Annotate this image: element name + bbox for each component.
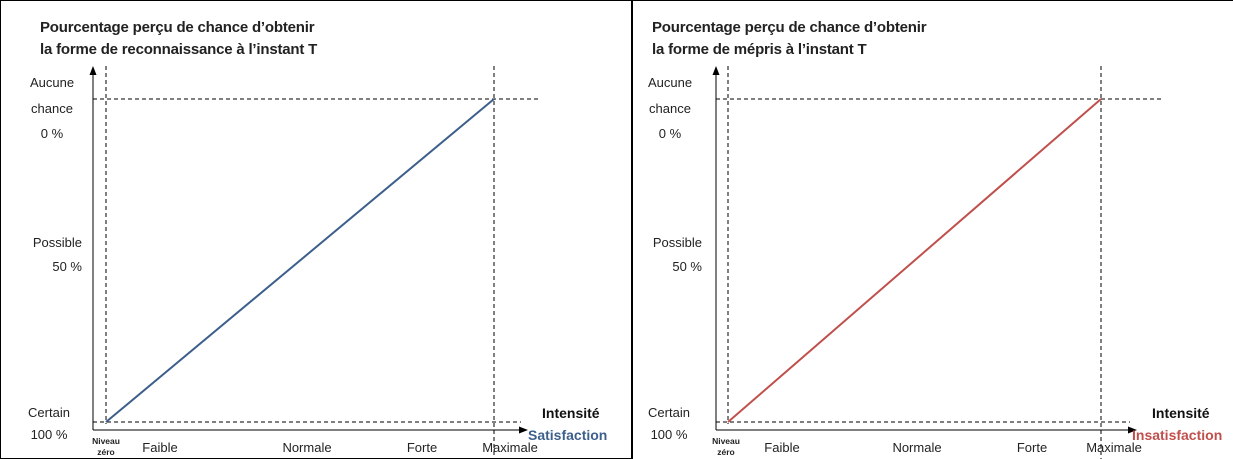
x-tick-maximale: Maximale [482, 440, 538, 455]
y-tick-possible-line-1: Possible [32, 235, 82, 250]
y-tick-possible-line-2: 50 % [672, 259, 702, 274]
chart-title-line-2: la forme de mépris à l’instant T [652, 41, 867, 58]
y-tick-aucune-line-1: Aucune [29, 75, 75, 90]
series-line-insatisfaction [727, 98, 1102, 423]
x-tick-niveau-zero-line-1: Niveau [712, 436, 740, 446]
y-tick-certain-line-2: 100 % [30, 427, 68, 442]
x-tick-maximale: Maximale [1086, 440, 1142, 455]
x-tick-niveau-zero-line-2: zéro [717, 447, 735, 457]
x-axis-title: Intensité [1152, 405, 1210, 421]
chart-panel-reconnaissance: Pourcentage perçu de chance d’obtenir la… [0, 0, 632, 459]
x-tick-faible: Faible [764, 440, 800, 455]
chart-panel-mepris: Pourcentage perçu de chance d’obtenir la… [632, 0, 1233, 459]
x-axis-arrow [1128, 426, 1137, 434]
x-axis-arrow [519, 426, 528, 434]
y-axis-arrow [712, 66, 720, 75]
x-tick-normale: Normale [892, 440, 942, 455]
x-tick-faible: Faible [142, 440, 178, 455]
y-tick-aucune-line-3: 0 % [40, 126, 64, 141]
x-axis-title: Intensité [542, 405, 600, 421]
y-tick-aucune-line-2: chance [649, 101, 691, 116]
series-label-insatisfaction: Insatisfaction [1132, 427, 1223, 443]
y-axis-arrow [89, 66, 97, 75]
x-tick-niveau-zero-line-2: zéro [97, 447, 115, 457]
y-tick-aucune-line-3: 0 % [658, 126, 682, 141]
y-tick-possible-line-2: 50 % [52, 259, 82, 274]
y-tick-possible-line-1: Possible [652, 235, 702, 250]
x-tick-niveau-zero-line-1: Niveau [92, 436, 120, 446]
y-tick-certain-line-1: Certain [648, 405, 690, 420]
series-line-satisfaction [105, 98, 495, 423]
x-tick-forte: Forte [406, 440, 438, 455]
y-tick-aucune-line-2: chance [31, 101, 73, 116]
x-tick-normale: Normale [282, 440, 332, 455]
chart-title-line-2: la forme de reconnaissance à l’instant T [40, 41, 318, 58]
chart-plot-area [89, 66, 541, 459]
chart-title-line-1: Pourcentage perçu de chance d’obtenir [40, 19, 315, 36]
y-tick-certain-line-2: 100 % [650, 427, 688, 442]
y-tick-aucune-line-1: Aucune [647, 75, 693, 90]
x-tick-forte: Forte [1016, 440, 1048, 455]
y-tick-certain-line-1: Certain [28, 405, 70, 420]
chart-plot-area [712, 66, 1161, 459]
series-label-satisfaction: Satisfaction [528, 427, 608, 443]
chart-title-line-1: Pourcentage perçu de chance d’obtenir [652, 19, 927, 36]
